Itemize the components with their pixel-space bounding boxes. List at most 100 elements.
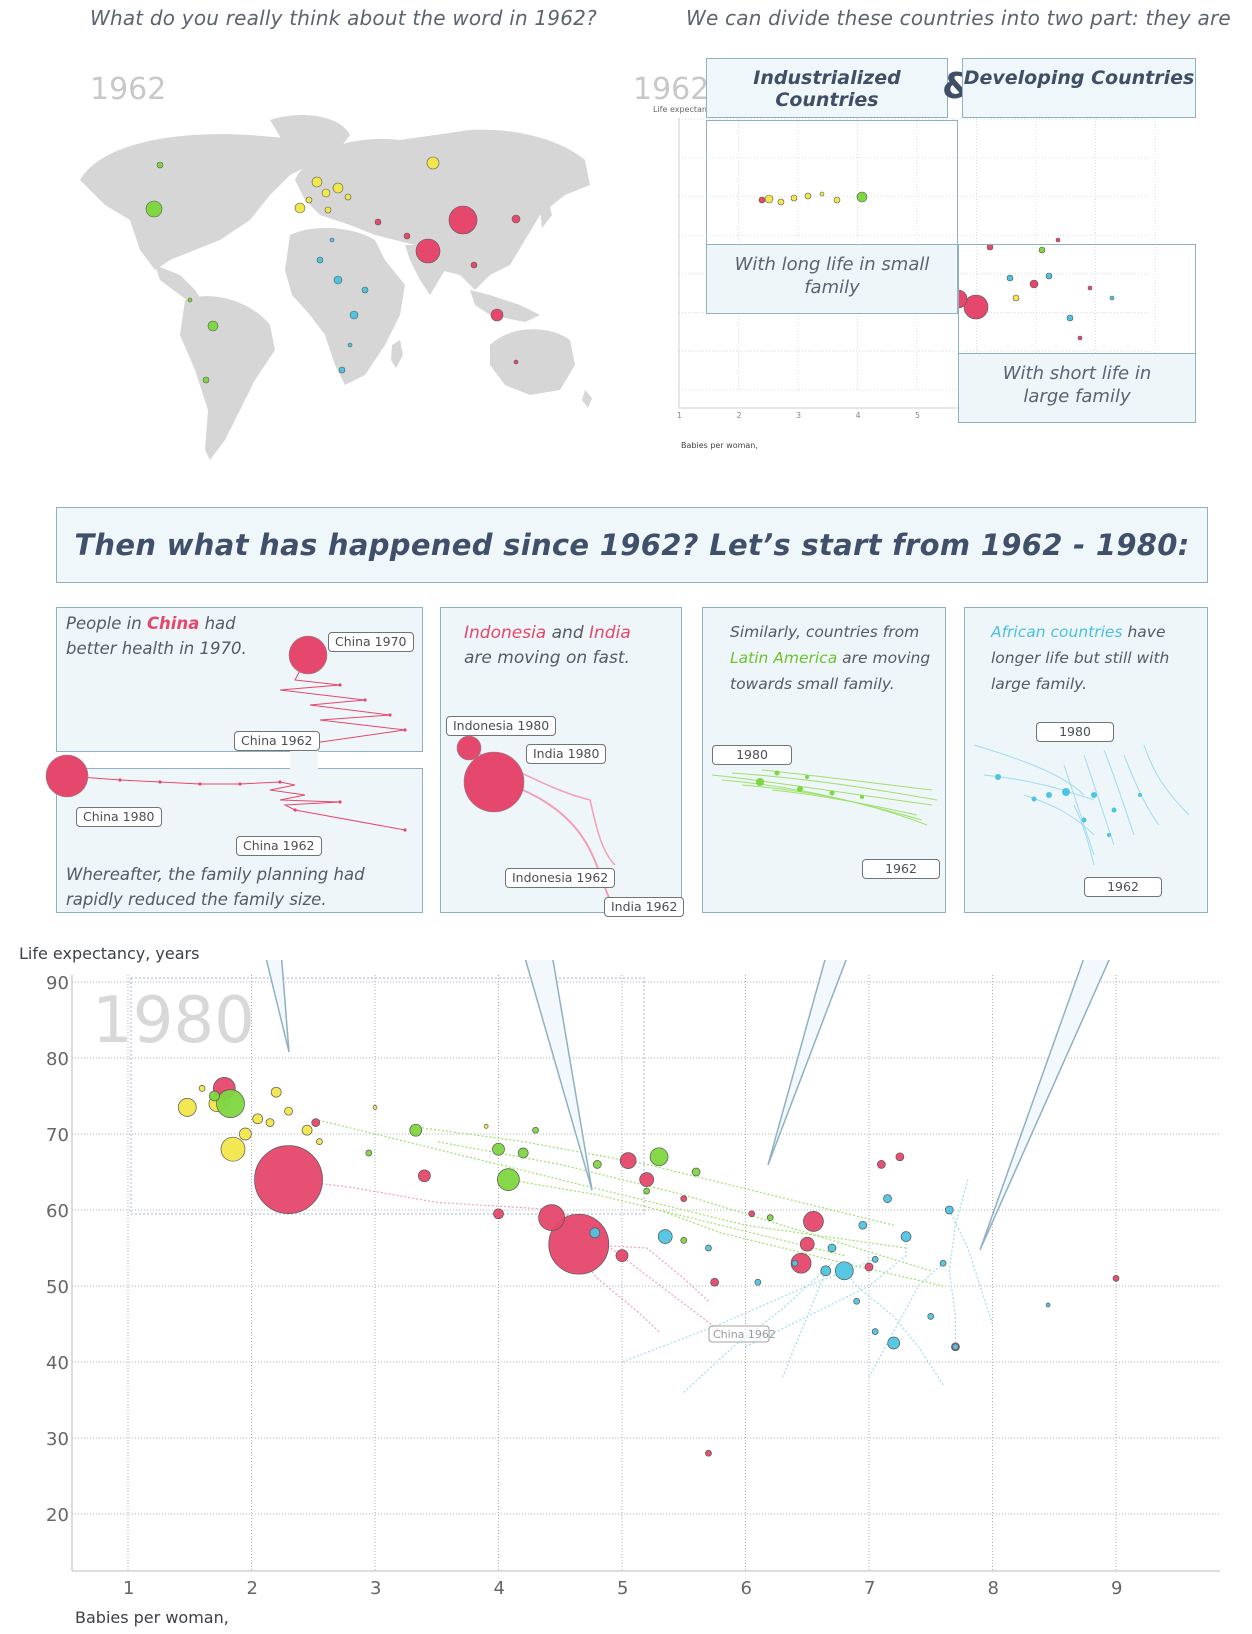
- tag-africa-1962: 1962: [1084, 877, 1162, 897]
- tag-china-1970: China 1970: [328, 632, 414, 652]
- mini-xtick-label: 2: [737, 411, 742, 420]
- mini-bubble: [804, 192, 812, 200]
- china-1980-bubble: [45, 754, 89, 798]
- trail-path: [578, 1243, 709, 1302]
- data-point: [649, 1147, 669, 1167]
- tag-india-1980: India 1980: [526, 744, 607, 764]
- mini-ylabel: Life expectancy: [653, 105, 717, 114]
- data-point: [657, 1229, 673, 1244]
- mini-xtick-label: 3: [796, 411, 801, 420]
- uk-shape: [302, 178, 312, 196]
- data-point: [532, 1126, 539, 1134]
- data-point: [834, 1261, 854, 1281]
- main-grid: [71, 975, 1220, 1572]
- main-ytick-label: 20: [46, 1505, 69, 1526]
- tag-main-china-1962: China 1962: [713, 1328, 776, 1341]
- map-bubble: [324, 206, 332, 214]
- eurasia-shape: [295, 129, 590, 290]
- tag-africa-1980: 1980: [1036, 722, 1114, 742]
- india-word: India: [589, 623, 631, 643]
- africa-text-a: have: [1122, 623, 1166, 641]
- main-xtick-label: 7: [864, 1578, 875, 1599]
- trail-path: [313, 1118, 907, 1249]
- trail-path: [868, 1262, 944, 1378]
- data-point: [492, 1142, 505, 1156]
- map-bubble: [332, 182, 344, 194]
- data-point: [252, 1113, 264, 1125]
- china-1970-bubble: [288, 635, 328, 675]
- trail-path: [948, 1179, 969, 1347]
- data-point: [883, 1194, 892, 1203]
- data-point: [827, 1243, 837, 1253]
- trail-path: [658, 1209, 944, 1287]
- trail-path: [288, 1179, 722, 1333]
- main-chart: 20 30 40 50 60 70 80 90 1 2 3 4 5 6 7 8 9 1980 China 196…: [46, 960, 1220, 1599]
- data-point: [799, 1236, 815, 1252]
- main-xtick-label: 3: [370, 1578, 381, 1599]
- mini-bubble: [1055, 237, 1061, 243]
- map-bubble: [207, 320, 219, 332]
- main-xtick-label: 4: [494, 1578, 505, 1599]
- data-point: [710, 1277, 719, 1287]
- mini-bubble: [777, 198, 785, 206]
- mini-bubble: [1077, 335, 1083, 341]
- data-point: [900, 1231, 912, 1242]
- north-america-shape: [80, 134, 320, 270]
- latin-pointer: [767, 960, 847, 1166]
- map-bubble: [349, 310, 359, 320]
- data-point: [1045, 1302, 1051, 1308]
- data-point: [1112, 1275, 1120, 1282]
- trail-path: [411, 1125, 894, 1226]
- data-point: [372, 1105, 378, 1110]
- tag-china-1962-bottom: China 1962: [236, 836, 322, 856]
- data-point: [365, 1149, 373, 1157]
- data-point: [493, 1208, 504, 1220]
- map-bubble: [415, 238, 441, 264]
- map-bubble: [426, 156, 440, 170]
- industrialized-zone-outline: [130, 977, 645, 1215]
- map-bubble: [202, 376, 210, 384]
- short-life-label: With short life in large family: [958, 353, 1196, 423]
- tag-latin-1980: 1980: [712, 745, 792, 765]
- africa-shape: [285, 228, 405, 385]
- data-point: [803, 1211, 824, 1232]
- china-trajectory: [45, 635, 407, 832]
- map-bubble: [374, 218, 382, 226]
- main-points: [177, 1077, 1120, 1457]
- data-point: [939, 1259, 947, 1267]
- map-bubble: [511, 214, 521, 224]
- data-point: [820, 1265, 832, 1277]
- data-point: [952, 1343, 959, 1351]
- south-america-shape: [180, 296, 275, 460]
- data-point: [497, 1168, 520, 1191]
- main-xtick-label: 9: [1111, 1578, 1122, 1599]
- map-bubble: [470, 261, 478, 269]
- china-text-a: People in: [66, 614, 147, 633]
- industrialized-region: [706, 120, 958, 245]
- data-point: [220, 1136, 246, 1162]
- mini-bubble: [833, 196, 841, 204]
- china-path-bottom: [66, 775, 406, 831]
- se-asia-shape: [470, 290, 540, 322]
- trail-path: [436, 1141, 931, 1272]
- latin-text-c: towards small family.: [730, 675, 895, 693]
- data-point: [790, 1252, 812, 1274]
- latin-word: Latin America: [730, 649, 838, 667]
- main-xtick-label: 1: [123, 1578, 134, 1599]
- data-point: [254, 1145, 323, 1214]
- mini-bubble: [790, 194, 798, 202]
- map-bubble: [333, 275, 343, 285]
- map-bubble: [145, 200, 163, 218]
- data-point: [238, 1127, 252, 1141]
- japan-shape: [540, 200, 552, 228]
- data-point: [876, 1160, 886, 1169]
- data-point: [895, 1152, 905, 1162]
- question-heading: What do you really think about the word …: [90, 6, 597, 30]
- china-pointer: [265, 960, 290, 1053]
- mini-bubble: [963, 294, 989, 320]
- main-xtick-label: 2: [247, 1578, 258, 1599]
- data-point: [705, 1244, 712, 1252]
- long-life-label: With long life in small family: [706, 244, 958, 314]
- trail-path: [948, 1209, 994, 1325]
- data-point: [311, 1118, 321, 1127]
